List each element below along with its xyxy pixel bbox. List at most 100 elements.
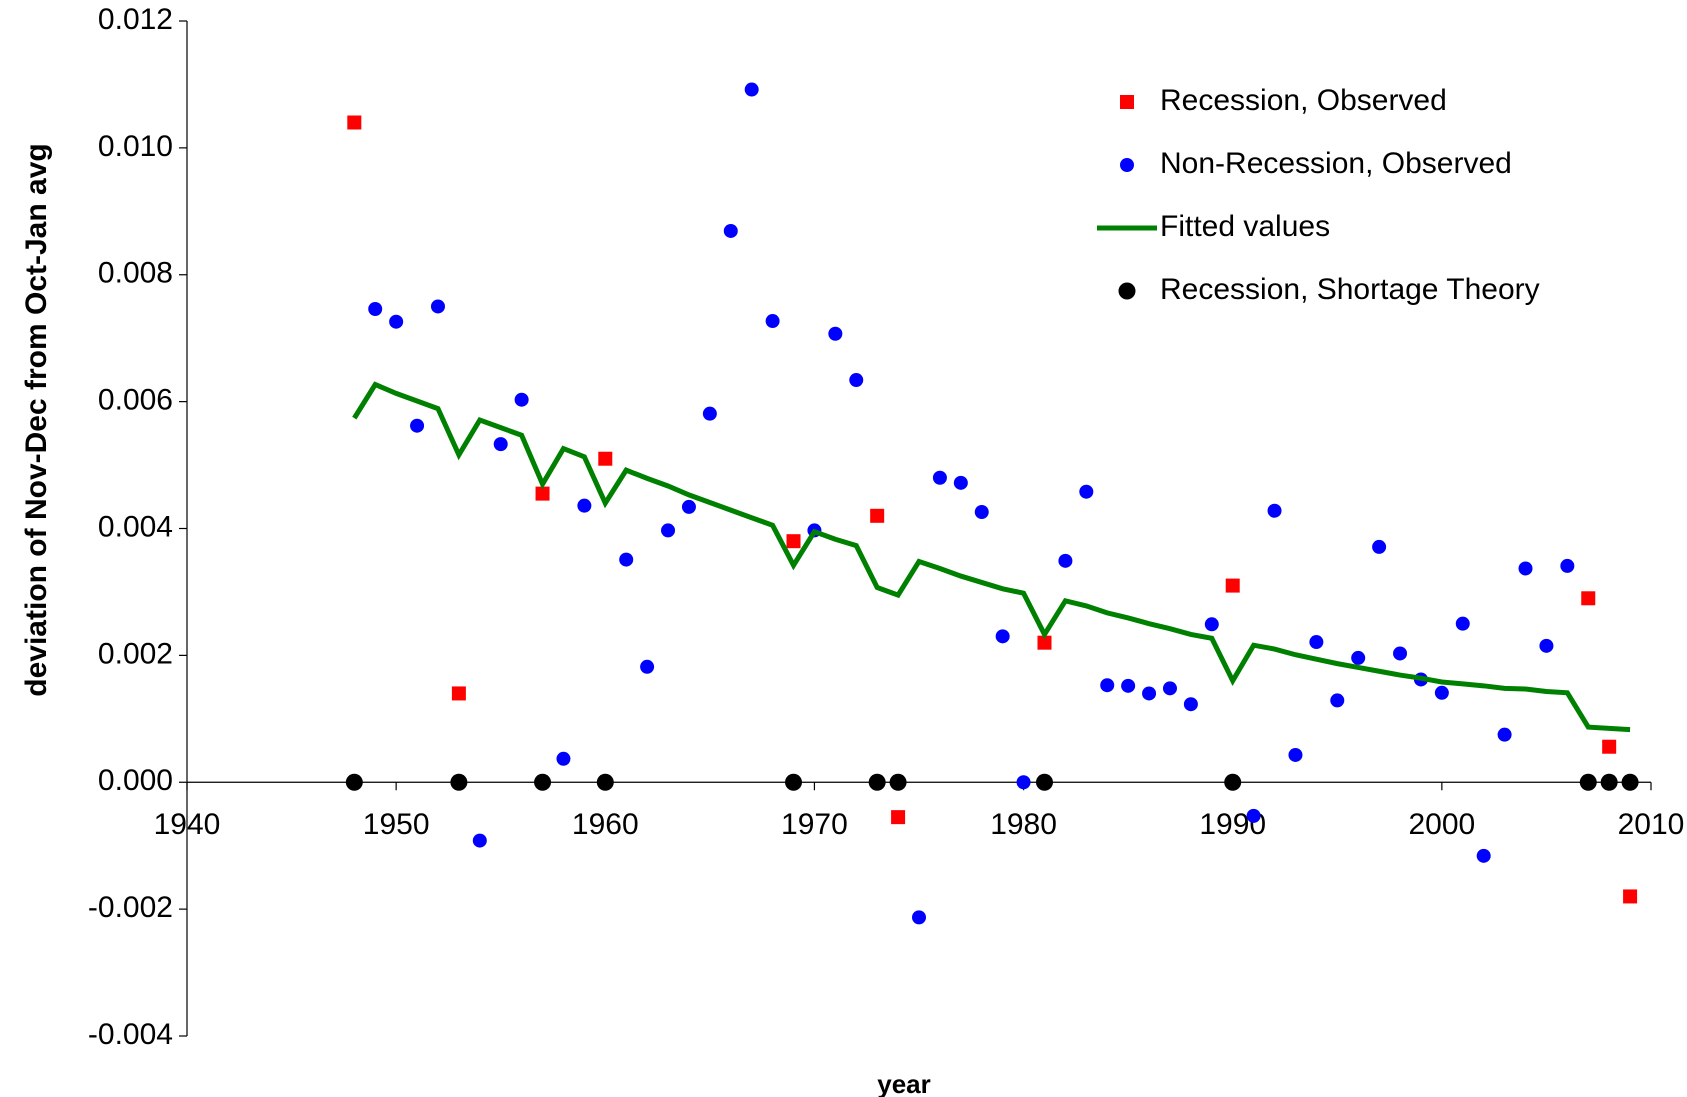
marker-circle: [744, 82, 759, 97]
marker-circle: [1600, 773, 1618, 791]
marker-circle: [1476, 848, 1491, 863]
marker-square: [347, 115, 362, 130]
marker-circle: [702, 406, 717, 421]
marker-circle: [995, 629, 1010, 644]
marker-circle: [1455, 616, 1470, 631]
marker-square: [1602, 739, 1617, 754]
marker-circle: [1434, 685, 1449, 700]
legend-label: Recession, Observed: [1160, 84, 1447, 117]
marker-circle: [596, 773, 614, 791]
marker-square: [535, 486, 550, 501]
marker-circle: [640, 659, 655, 674]
marker-circle: [932, 470, 947, 485]
marker-circle: [1204, 617, 1219, 632]
marker-circle: [450, 773, 468, 791]
marker-circle: [889, 773, 907, 791]
marker-circle: [1120, 158, 1134, 172]
marker-circle: [1518, 561, 1533, 576]
marker-circle: [1058, 553, 1073, 568]
y-tick-label: 0.012: [98, 3, 173, 36]
y-tick-label: 0.006: [98, 384, 173, 417]
y-tick-label: 0.008: [98, 257, 173, 290]
fitted-line: [352, 381, 1631, 733]
marker-circle: [661, 523, 676, 538]
x-tick-label: 2010: [1618, 808, 1685, 841]
marker-square: [1225, 578, 1240, 593]
marker-circle: [1497, 727, 1512, 742]
marker-circle: [785, 773, 803, 791]
marker-circle: [577, 498, 592, 513]
marker-circle: [534, 773, 552, 791]
marker-circle: [1267, 503, 1282, 518]
marker-circle: [849, 373, 864, 388]
marker-circle: [765, 314, 780, 329]
legend-label: Fitted values: [1160, 210, 1330, 243]
x-tick-label: 1960: [572, 808, 639, 841]
marker-circle: [1224, 773, 1242, 791]
marker-circle: [1579, 773, 1597, 791]
y-tick-label: 0.010: [98, 130, 173, 163]
marker-circle: [1121, 678, 1136, 693]
marker-circle: [912, 910, 926, 925]
marker-circle: [1142, 686, 1157, 701]
marker-circle: [1035, 773, 1053, 791]
marker-circle: [681, 499, 696, 514]
marker-circle: [953, 475, 968, 490]
marker-circle: [723, 223, 738, 238]
marker-circle: [1016, 775, 1031, 790]
marker-circle: [1246, 808, 1261, 823]
marker-circle: [619, 552, 634, 567]
marker-circle: [514, 392, 529, 407]
marker-circle: [1539, 638, 1554, 653]
marker-square: [870, 508, 885, 523]
marker-circle: [1372, 539, 1387, 554]
marker-circle: [1079, 484, 1094, 499]
marker-circle: [493, 437, 508, 452]
x-tick-label: 1980: [990, 808, 1057, 841]
y-tick-label: 0.004: [98, 510, 173, 543]
y-tick-label: -0.002: [88, 891, 173, 924]
marker-square: [891, 810, 906, 825]
marker-circle: [828, 326, 843, 341]
x-tick-label: 1950: [363, 808, 430, 841]
marker-circle: [1288, 747, 1303, 762]
marker-circle: [1351, 650, 1366, 665]
x-tick-label: 2000: [1408, 808, 1475, 841]
marker-square: [1623, 889, 1638, 904]
marker-circle: [1118, 282, 1136, 300]
marker-circle: [1162, 681, 1177, 696]
marker-circle: [472, 833, 487, 848]
marker-square: [598, 451, 613, 466]
marker-circle: [1100, 678, 1115, 693]
marker-square: [451, 686, 466, 701]
marker-circle: [345, 773, 363, 791]
marker-circle: [430, 299, 445, 314]
marker-circle: [1183, 697, 1198, 712]
y-tick-label: -0.004: [88, 1018, 173, 1051]
marker-circle: [1393, 646, 1408, 661]
marker-square: [786, 534, 801, 549]
marker-circle: [410, 418, 425, 433]
x-tick-label: 1940: [154, 808, 221, 841]
y-tick-label: 0.002: [98, 637, 173, 670]
legend-label: Recession, Shortage Theory: [1160, 273, 1540, 306]
marker-circle: [1330, 693, 1345, 708]
marker-circle: [556, 751, 571, 766]
marker-circle: [1621, 773, 1639, 791]
marker-circle: [368, 302, 383, 317]
marker-circle: [1560, 558, 1575, 573]
marker-circle: [389, 314, 404, 329]
y-axis-label: deviation of Nov-Dec from Oct-Jan avg: [20, 143, 53, 696]
y-tick-label: 0.000: [98, 764, 173, 797]
marker-square: [1120, 95, 1134, 109]
marker-circle: [974, 505, 989, 520]
x-axis-label: year: [877, 1069, 931, 1097]
x-tick-label: 1970: [781, 808, 848, 841]
marker-square: [1581, 591, 1596, 606]
marker-circle: [1309, 635, 1324, 650]
legend-label: Non-Recession, Observed: [1160, 147, 1512, 180]
marker-square: [1037, 635, 1052, 650]
marker-circle: [868, 773, 886, 791]
